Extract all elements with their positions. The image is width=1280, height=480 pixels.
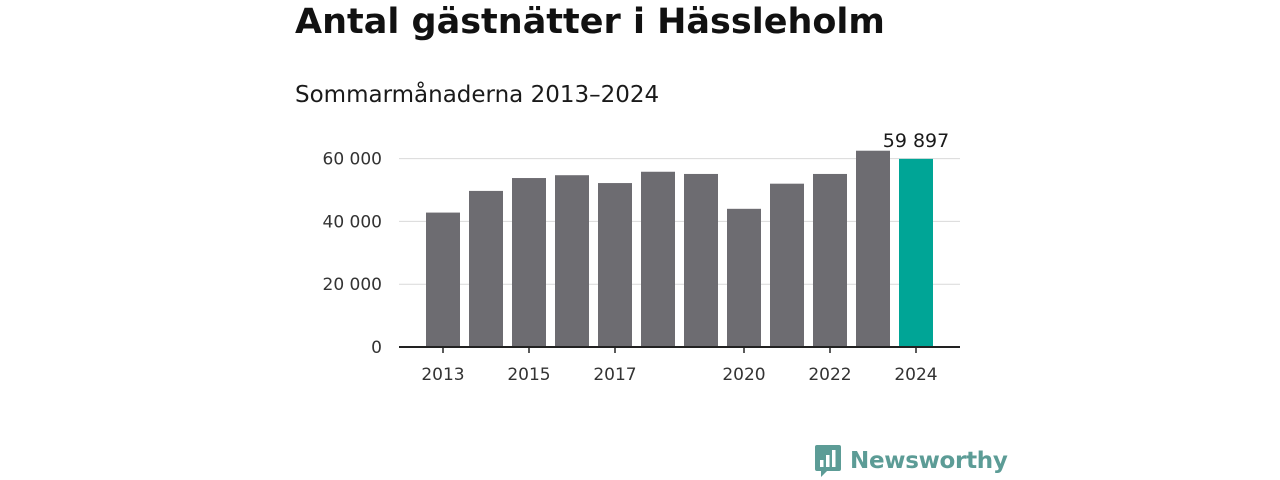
- newsworthy-logo-icon: [815, 445, 841, 477]
- chart-title: Antal gästnätter i Hässleholm: [295, 2, 885, 42]
- bar: [727, 208, 761, 347]
- brand-name: Newsworthy: [850, 448, 1008, 474]
- bar: [641, 171, 675, 347]
- chart-subtitle: Sommarmånaderna 2013–2024: [295, 82, 660, 108]
- y-tick-label: 0: [371, 338, 382, 358]
- brand: Newsworthy: [814, 444, 1008, 478]
- x-tick-label: 2022: [808, 365, 851, 385]
- y-tick-label: 20 000: [323, 275, 382, 295]
- bar: [426, 212, 460, 347]
- data-label: 59 897: [883, 130, 949, 152]
- bar: [469, 190, 503, 347]
- x-tick-label: 2017: [593, 365, 636, 385]
- x-tick-label: 2020: [722, 365, 765, 385]
- x-tick-label: 2013: [421, 365, 464, 385]
- bar: [770, 183, 804, 347]
- bar: [555, 175, 589, 347]
- bar: [856, 150, 890, 347]
- bar: [598, 183, 632, 347]
- bar: [899, 158, 933, 347]
- x-tick-label: 2024: [894, 365, 937, 385]
- bar: [512, 178, 546, 347]
- bar: [684, 173, 718, 347]
- y-tick-label: 60 000: [323, 150, 382, 170]
- y-tick-label: 40 000: [323, 212, 382, 232]
- x-tick-label: 2015: [507, 365, 550, 385]
- bar: [813, 173, 847, 347]
